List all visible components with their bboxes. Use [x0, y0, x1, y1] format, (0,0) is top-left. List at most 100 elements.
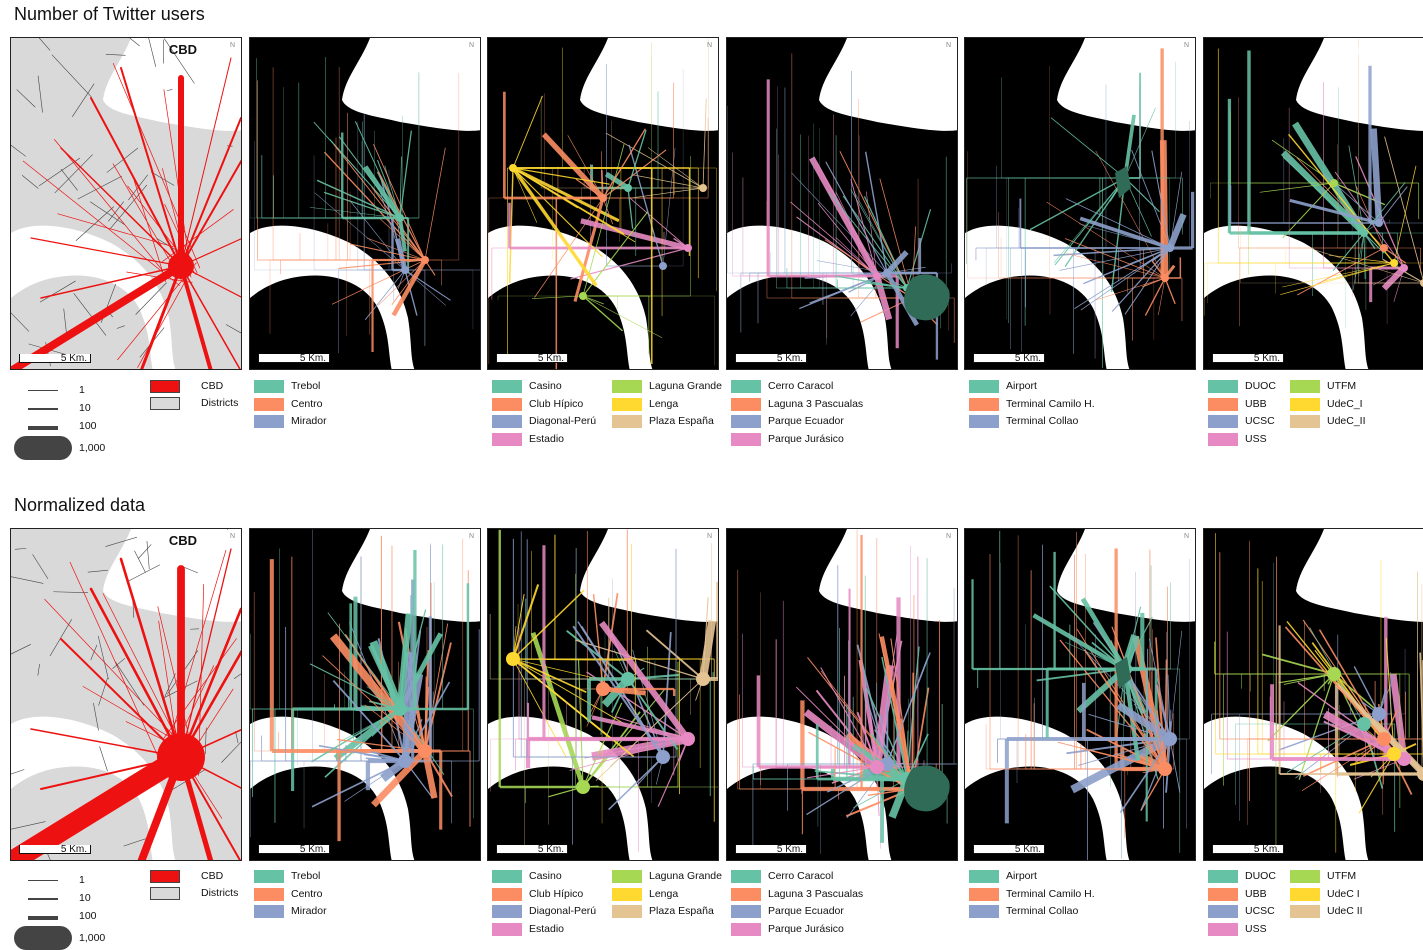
- panel-title: Malls: [411, 533, 444, 548]
- legend-swatch: [254, 870, 284, 883]
- legend-swatch: [612, 905, 642, 918]
- legend-label: Laguna 3 Pascualas: [768, 888, 863, 900]
- legend-label: Mirador: [291, 415, 327, 427]
- scale-bar: 5 Km.: [496, 845, 568, 854]
- legend-swatch: [150, 397, 180, 410]
- legend-swatch: [492, 380, 522, 393]
- flow-width-key: [28, 426, 58, 430]
- legend-swatch: [612, 398, 642, 411]
- map-graphic: [1204, 38, 1423, 370]
- legend-swatch: [254, 415, 284, 428]
- panel-title: Transport: [1099, 42, 1159, 57]
- legend-label: Parque Jurásico: [768, 433, 844, 445]
- map-graphic: [1204, 529, 1423, 861]
- map-graphic: [965, 529, 1196, 861]
- legend-label: UBB: [1245, 398, 1267, 410]
- legend-label: UdeC II: [1327, 905, 1363, 917]
- north-arrow-icon: N: [946, 42, 951, 49]
- map-graphic: [488, 529, 719, 861]
- map-graphic: [965, 38, 1196, 370]
- flow-width-key: [28, 880, 58, 881]
- legend-swatch: [731, 380, 761, 393]
- flow-width-label: 100: [79, 910, 97, 922]
- legend-label: Centro: [291, 888, 323, 900]
- flow-width-key: [14, 436, 72, 460]
- legend-swatch: [1208, 888, 1238, 901]
- north-arrow-icon: N: [707, 533, 712, 540]
- legend-label: Casino: [529, 870, 562, 882]
- legend-swatch: [731, 398, 761, 411]
- legend-label: Trebol: [291, 870, 320, 882]
- legend-swatch: [731, 870, 761, 883]
- map-graphic: [11, 38, 242, 370]
- legend-label: Lenga: [649, 398, 678, 410]
- legend-swatch: [492, 905, 522, 918]
- legend-swatch: [150, 380, 180, 393]
- map-panel-campus: CampusN5 Km.: [1203, 528, 1423, 861]
- legend-swatch: [612, 380, 642, 393]
- legend-swatch: [1208, 870, 1238, 883]
- legend-swatch: [969, 398, 999, 411]
- legend-label: Club Hípico: [529, 888, 583, 900]
- legend-label: Centro: [291, 398, 323, 410]
- legend-label: Diagonal-Perú: [529, 415, 596, 427]
- legend-label: UTFM: [1327, 380, 1356, 392]
- scale-bar: 5 Km.: [1212, 354, 1284, 363]
- legend-label: Parque Ecuador: [768, 415, 844, 427]
- legend-swatch: [1290, 870, 1320, 883]
- legend-label: UCSC: [1245, 905, 1275, 917]
- flow-width-key: [28, 898, 58, 900]
- legend-swatch: [1208, 923, 1238, 936]
- legend-swatch: [1208, 433, 1238, 446]
- legend-swatch: [1208, 398, 1238, 411]
- legend-label: Terminal Camilo H.: [1006, 888, 1095, 900]
- legend-label: Casino: [529, 380, 562, 392]
- flow-width-label: 100: [79, 420, 97, 432]
- north-arrow-icon: N: [469, 42, 474, 49]
- legend-swatch: [492, 415, 522, 428]
- scale-bar: 5 Km.: [735, 845, 807, 854]
- legend-label: Laguna Grande: [649, 380, 722, 392]
- scale-bar: 5 Km.: [258, 845, 330, 854]
- legend-label: Estadio: [529, 433, 564, 445]
- legend-swatch: [150, 870, 180, 883]
- scale-bar: 5 Km.: [496, 354, 568, 363]
- legend-swatch: [254, 398, 284, 411]
- legend-swatch: [1208, 380, 1238, 393]
- north-arrow-icon: N: [707, 42, 712, 49]
- legend-swatch: [1290, 398, 1320, 411]
- scale-bar: 5 Km.: [735, 354, 807, 363]
- legend-label: USS: [1245, 433, 1267, 445]
- north-arrow-icon: N: [1184, 42, 1189, 49]
- legend-label: Plaza España: [649, 905, 714, 917]
- legend-swatch: [492, 870, 522, 883]
- legend-swatch: [612, 415, 642, 428]
- legend-swatch: [612, 870, 642, 883]
- legend-label: Cerro Caracol: [768, 380, 833, 392]
- legend-swatch: [492, 433, 522, 446]
- legend-label: Districts: [201, 397, 238, 409]
- legend-swatch: [969, 870, 999, 883]
- map-graphic: [488, 38, 719, 370]
- legend-label: Trebol: [291, 380, 320, 392]
- legend-label: Districts: [201, 887, 238, 899]
- legend-label: UBB: [1245, 888, 1267, 900]
- legend-swatch: [254, 905, 284, 918]
- section-title: Number of Twitter users: [14, 4, 205, 25]
- panel-title: Campus: [1347, 42, 1398, 57]
- legend-swatch: [254, 380, 284, 393]
- flow-width-key: [28, 408, 58, 410]
- legend-label: Cerro Caracol: [768, 870, 833, 882]
- north-arrow-icon: N: [230, 42, 235, 49]
- legend-swatch: [1290, 415, 1320, 428]
- legend-label: Lenga: [649, 888, 678, 900]
- map-graphic: [11, 529, 242, 861]
